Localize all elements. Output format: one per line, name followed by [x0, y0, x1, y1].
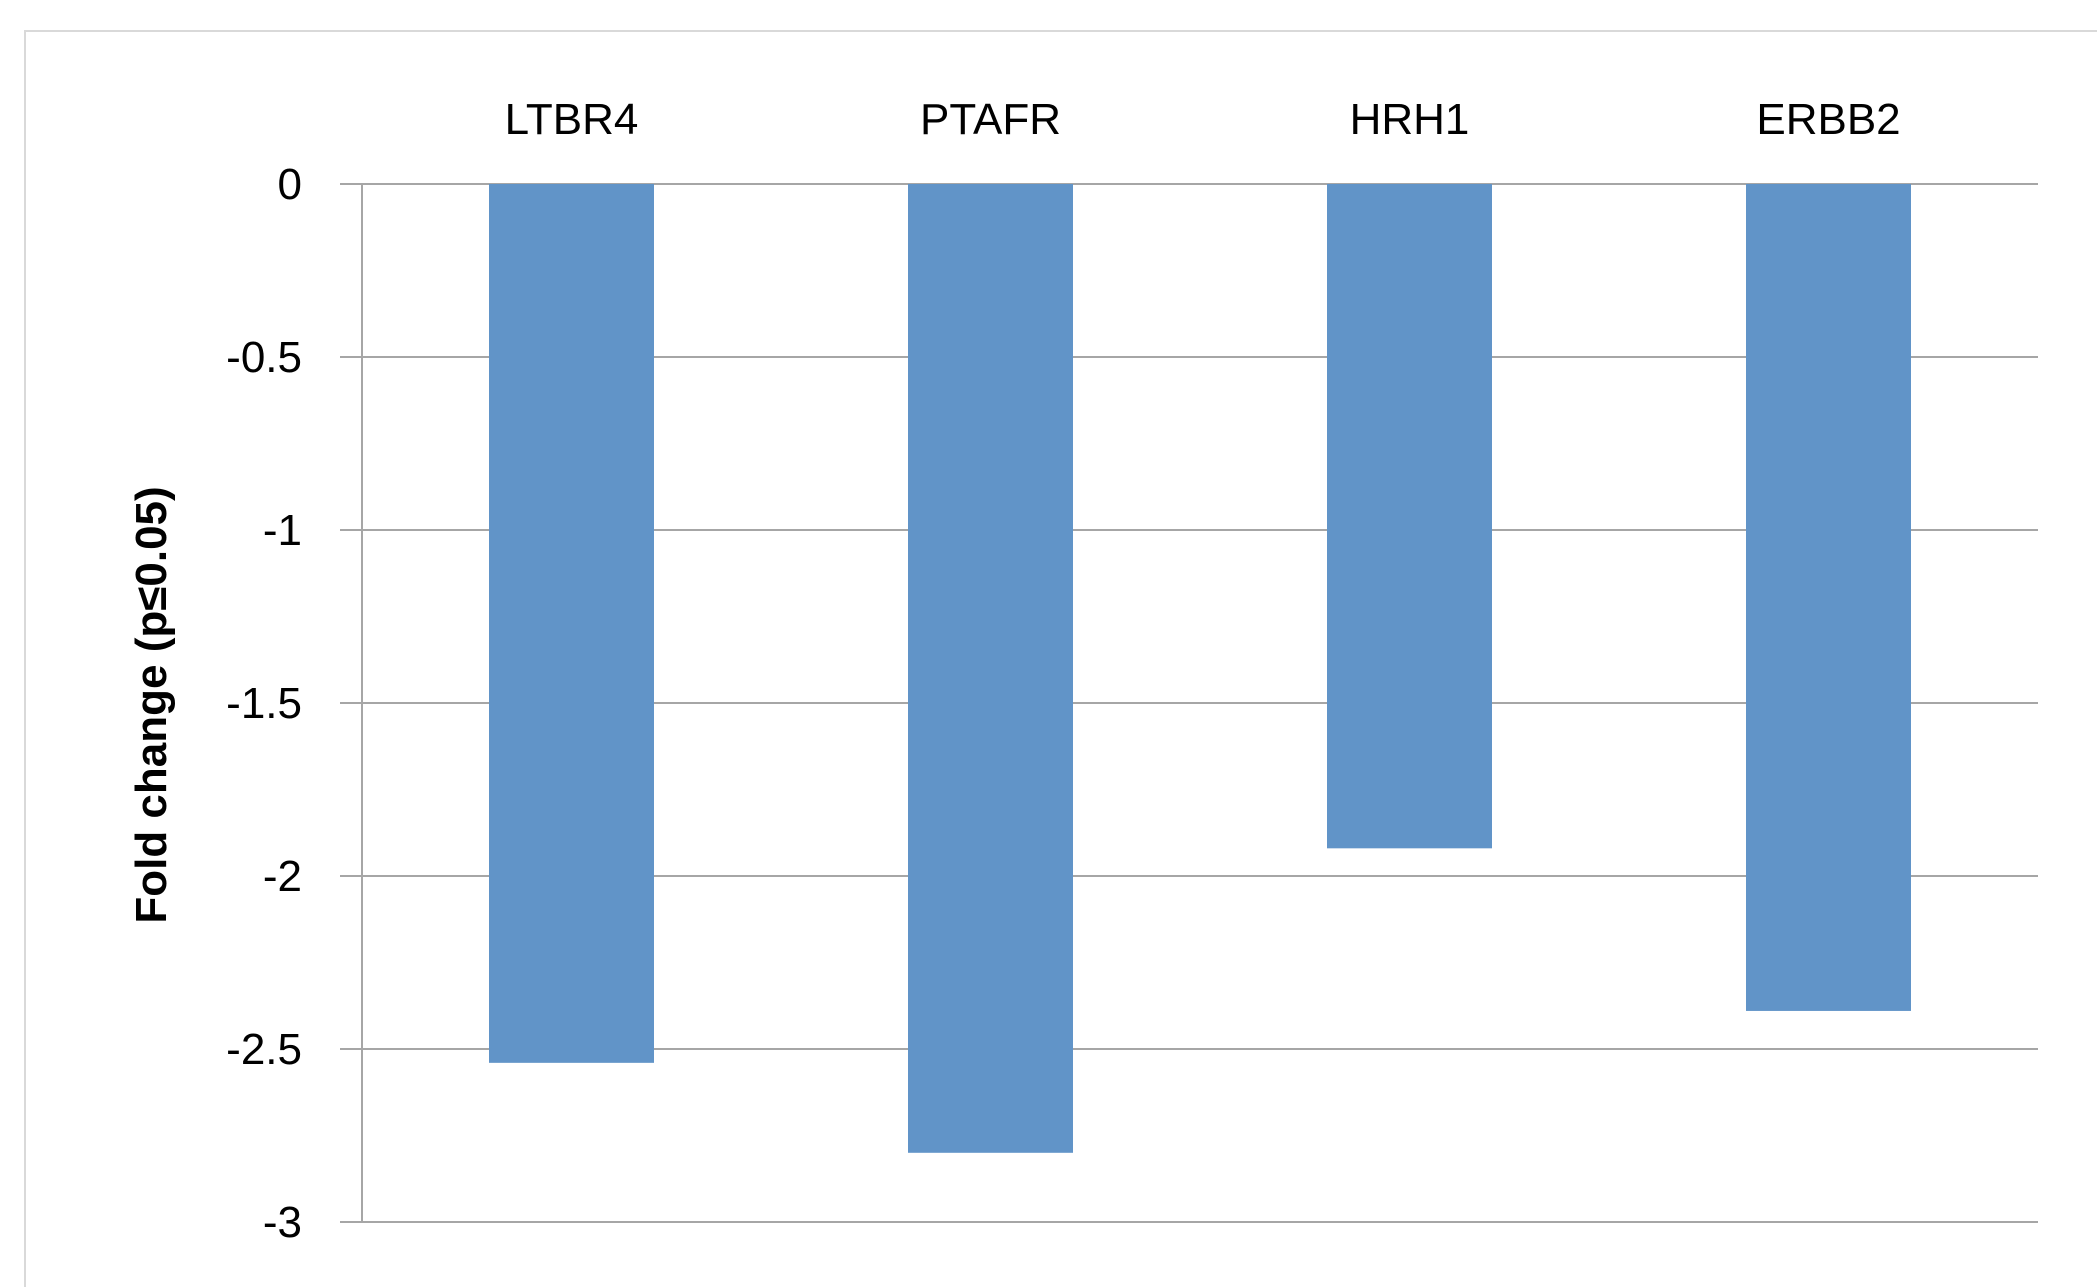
- bars: [489, 184, 1911, 1153]
- category-label-hrh1: HRH1: [1350, 95, 1470, 144]
- y-axis: 0 -0.5 -1 -1.5 -2 -2.5 -3: [226, 160, 363, 1247]
- category-label-erbb2: ERBB2: [1756, 95, 1900, 144]
- y-tick-label: -0.5: [226, 333, 302, 382]
- y-tick-label: -2: [263, 852, 302, 901]
- bar-ltbr4: [489, 184, 654, 1063]
- bar-erbb2: [1746, 184, 1911, 1011]
- y-tick-label: -3: [263, 1198, 302, 1247]
- category-label-ltbr4: LTBR4: [505, 95, 639, 144]
- y-tick-label: 0: [278, 160, 302, 209]
- category-label-ptafr: PTAFR: [920, 95, 1061, 144]
- y-tick-label: -1: [263, 506, 302, 555]
- category-labels: LTBR4 PTAFR HRH1 ERBB2: [505, 95, 1901, 144]
- y-axis-label: Fold change (p≤0.05): [127, 486, 176, 923]
- bar-ptafr: [908, 184, 1073, 1153]
- y-tick-label: -2.5: [226, 1025, 302, 1074]
- bar-hrh1: [1327, 184, 1492, 849]
- y-tick-label: -1.5: [226, 679, 302, 728]
